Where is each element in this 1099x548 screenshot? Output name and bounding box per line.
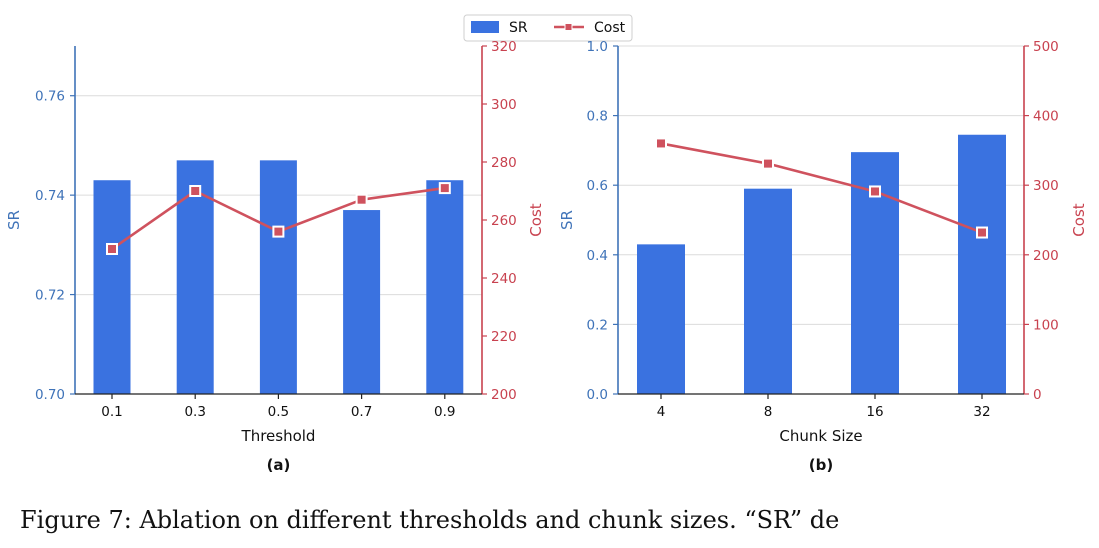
cost-marker	[762, 157, 774, 170]
sr-bar	[637, 244, 685, 394]
panel-a-label: (a)	[267, 456, 291, 474]
legend: SR Cost	[463, 14, 633, 42]
left-tick-label: 0.8	[587, 109, 608, 125]
left-tick-label: 1.0	[587, 39, 608, 55]
right-tick-label: 500	[1033, 39, 1059, 55]
chart-panel-a: 0.70 0.72 0.74 0.76 200 220 240 260 280 300 320 0.1…	[5, 39, 545, 474]
right-tick-label: 220	[491, 329, 517, 345]
x-tick-label: 0.9	[434, 404, 455, 420]
sr-bar	[744, 188, 792, 394]
right-tick-label: 300	[491, 97, 517, 113]
left-tick-label: 0.6	[587, 178, 608, 194]
right-tick-label: 300	[1033, 178, 1059, 194]
cost-marker	[438, 182, 451, 195]
panel-b-ylabel-left: SR	[558, 210, 576, 230]
legend-cost-marker	[564, 23, 573, 31]
panel-b-bars	[637, 134, 1006, 395]
panel-a-ylabel-left: SR	[5, 210, 23, 230]
x-tick-label: 16	[866, 404, 883, 420]
panel-b-axes	[613, 45, 1029, 399]
right-tick-label: 200	[491, 387, 517, 403]
right-tick-label: 0	[1033, 387, 1042, 403]
panel-b-xlabel: Chunk Size	[779, 427, 862, 445]
x-tick-label: 4	[657, 404, 666, 420]
sr-bar	[259, 160, 297, 394]
right-tick-label: 100	[1033, 317, 1059, 333]
right-tick-label: 320	[491, 39, 517, 55]
left-tick-label: 0.4	[587, 248, 608, 264]
cost-marker	[869, 185, 881, 198]
cost-marker	[976, 226, 988, 239]
x-tick-label: 0.7	[351, 404, 372, 420]
sr-bar	[93, 180, 131, 394]
x-tick-label: 0.3	[184, 404, 205, 420]
left-tick-label: 0.72	[35, 288, 65, 304]
right-tick-label: 240	[491, 271, 517, 287]
legend-sr-label: SR	[509, 20, 528, 36]
panel-b-cost-line	[655, 137, 988, 239]
panel-a-ylabel-right: Cost	[527, 203, 545, 236]
x-tick-label: 0.5	[268, 404, 289, 420]
sr-bar	[343, 210, 381, 394]
sr-bar	[426, 180, 464, 394]
cost-polyline	[660, 142, 983, 234]
panel-a-axes	[70, 45, 487, 399]
x-tick-label: 8	[764, 404, 773, 420]
legend-sr-swatch	[471, 21, 499, 33]
x-tick-label: 0.1	[101, 404, 122, 420]
x-tick-label: 32	[973, 404, 990, 420]
cost-marker	[106, 243, 118, 255]
right-tick-label: 200	[1033, 248, 1059, 264]
legend-cost-label: Cost	[594, 20, 626, 36]
left-tick-label: 0.76	[35, 89, 65, 105]
cost-marker	[355, 193, 368, 206]
left-tick-label: 0.70	[35, 387, 65, 403]
cost-marker	[189, 185, 202, 197]
left-tick-label: 0.2	[587, 317, 608, 333]
cost-marker	[655, 137, 667, 150]
left-tick-label: 0.0	[587, 387, 608, 403]
legend-frame	[463, 14, 633, 42]
sr-bar	[958, 134, 1006, 395]
panel-b-tick-labels: 0.0 0.2 0.4 0.6 0.8 1.0 0 100 200 300 400 500 4 8 16 32	[587, 39, 1059, 420]
right-tick-label: 260	[491, 213, 517, 229]
panel-a-xlabel: Threshold	[241, 427, 316, 445]
cost-marker	[272, 225, 285, 238]
panel-a-tick-labels: 0.70 0.72 0.74 0.76 200 220 240 260 280 300 320 0.1…	[35, 39, 517, 420]
chart-panel-b: 0.0 0.2 0.4 0.6 0.8 1.0 0 100 200 300 400 500 4 8 16 32…	[558, 39, 1088, 474]
right-tick-label: 400	[1033, 109, 1059, 125]
panel-a-cost-line	[106, 182, 451, 255]
right-tick-label: 280	[491, 155, 517, 171]
panel-b-label: (b)	[809, 456, 833, 474]
figure-caption: Figure 7: Ablation on different threshol…	[20, 506, 840, 534]
left-tick-label: 0.74	[35, 188, 65, 204]
panel-b-ylabel-right: Cost	[1070, 203, 1088, 236]
